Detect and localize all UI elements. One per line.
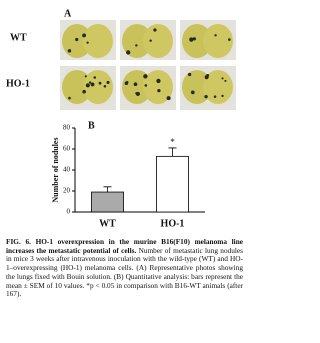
error-bar	[103, 186, 112, 193]
nodule	[90, 82, 95, 87]
nodule	[75, 37, 79, 42]
caption-text: Number of metastatic lung nodules in mic…	[6, 245, 243, 299]
nodule	[135, 91, 140, 96]
annotation: *	[170, 137, 175, 147]
nodule	[213, 95, 217, 98]
nodule	[93, 76, 96, 79]
nodule	[192, 37, 196, 41]
nodule	[214, 34, 217, 37]
nodule	[189, 37, 194, 42]
nodule	[224, 79, 227, 82]
bar	[91, 191, 124, 213]
nodule	[133, 82, 138, 87]
y-tick-label: 20	[63, 187, 71, 195]
y-tick-label: 40	[63, 166, 71, 174]
lung	[122, 24, 152, 58]
caption: FIG. 6. HO-1 overexpression in the murin…	[6, 237, 243, 299]
y-axis-label: Number of nodules	[51, 137, 60, 202]
nodule	[84, 75, 87, 78]
nodule	[98, 81, 102, 85]
lung	[83, 70, 113, 104]
nodule	[143, 74, 148, 79]
nodule	[82, 33, 87, 38]
lung	[182, 70, 212, 104]
nodule	[126, 50, 131, 55]
nodule	[88, 81, 92, 84]
nodule	[190, 90, 195, 95]
error-bar	[168, 147, 177, 157]
nodule	[86, 41, 89, 44]
page: A WT HO-1 B Number of nodules 0 20 40 60 80 WT…	[6, 8, 243, 299]
nodule	[85, 83, 90, 88]
lung	[182, 24, 212, 58]
lung	[122, 70, 152, 104]
row-label: WT	[10, 32, 27, 43]
nodule	[124, 81, 129, 86]
nodule	[153, 28, 157, 32]
nodule	[187, 72, 192, 77]
lung	[143, 70, 173, 104]
lung	[83, 24, 113, 58]
y-tick-label: 60	[63, 145, 71, 153]
nodule	[156, 78, 161, 84]
nodule	[228, 38, 231, 41]
nodule	[204, 94, 208, 99]
nodule	[82, 89, 86, 94]
lung	[62, 70, 92, 104]
nodule	[103, 84, 107, 88]
panel-label: A	[64, 8, 72, 19]
nodule	[144, 84, 148, 87]
row-label: HO-1	[6, 78, 30, 89]
lung	[143, 24, 173, 58]
nodule	[206, 74, 209, 78]
figure: A WT HO-1 B Number of nodules 0 20 40 60 80 WT…	[6, 8, 236, 229]
nodule	[106, 80, 110, 84]
lung	[203, 70, 233, 104]
nodule	[221, 94, 224, 98]
nodule	[166, 96, 171, 101]
nodule	[149, 39, 152, 42]
nodule	[221, 77, 224, 80]
nodule	[135, 44, 138, 47]
panel-label: B	[88, 120, 95, 131]
nodule	[68, 96, 71, 100]
nodule	[157, 88, 161, 93]
y-tick-label: 0	[67, 208, 71, 216]
x-tick-label: WT	[99, 218, 116, 229]
caption-title: FIG. 6. HO-1 overexpression in the murin…	[6, 237, 243, 255]
y-tick-label: 80	[63, 124, 71, 132]
x-tick-label: HO-1	[161, 218, 185, 229]
nodule	[67, 49, 72, 53]
bar	[156, 155, 189, 213]
lung	[203, 24, 233, 58]
